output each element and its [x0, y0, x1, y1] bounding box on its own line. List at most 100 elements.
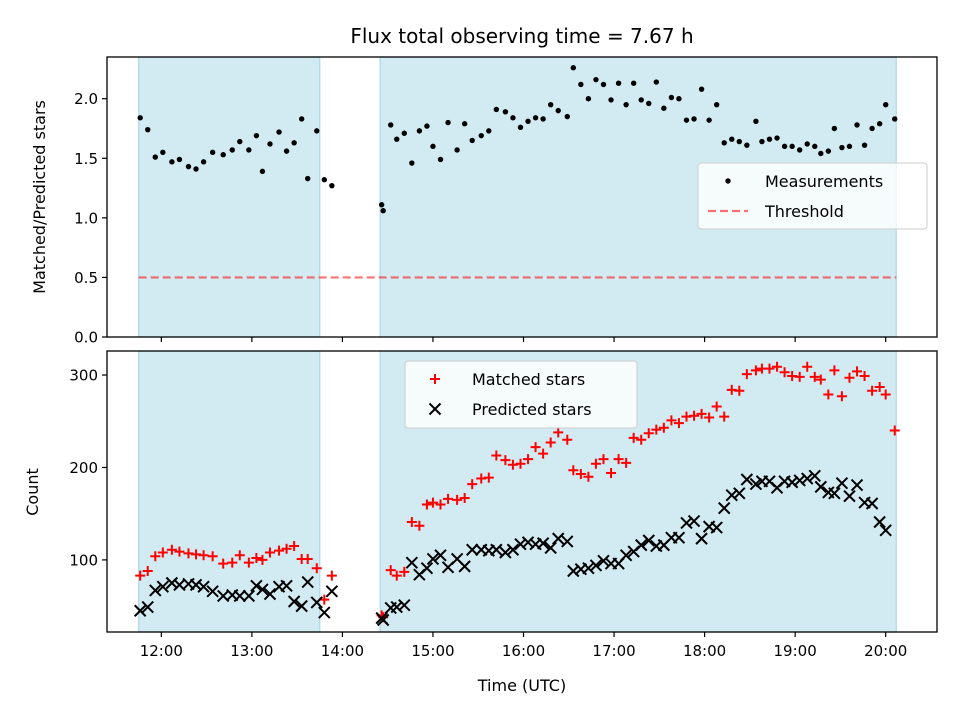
data-point-2-2-75: [749, 477, 763, 491]
data-point-1-1-1: [145, 126, 151, 133]
data-point-2-1-81: [794, 371, 805, 382]
data-point-2-2-71: [718, 501, 731, 515]
data-point-1-1-19: [291, 140, 297, 146]
data-point-1-1-36: [454, 147, 460, 153]
data-point-2-1-40: [483, 472, 494, 483]
data-point-2-1-78: [772, 361, 783, 372]
data-point-2-2-91: [865, 497, 879, 510]
data-point-2-2-72: [725, 488, 738, 502]
data-point-1-1-56: [608, 97, 614, 103]
data-point-2-2-1: [141, 600, 154, 614]
data-point-2-1-64: [666, 415, 677, 426]
data-point-2-2-50: [561, 535, 574, 548]
data-point-2-2-70: [710, 521, 723, 534]
data-point-1-1-62: [653, 79, 660, 85]
data-point-2-1-5: [174, 546, 185, 557]
data-point-2-1-50: [562, 434, 573, 445]
data-point-2-2-19: [287, 595, 301, 608]
data-point-2-1-84: [815, 374, 826, 385]
data-point-2-1-90: [859, 370, 870, 381]
data-point-1-1-67: [691, 116, 697, 122]
data-point-2-1-82: [802, 361, 813, 372]
x-tick-label: 19:00: [774, 642, 817, 660]
data-point-2-1-44: [515, 458, 526, 469]
data-point-2-2-92: [873, 515, 886, 529]
data-point-1-1-89: [854, 122, 860, 128]
data-point-2-1-34: [435, 499, 446, 510]
data-point-2-1-37: [459, 492, 470, 503]
data-point-2-1-58: [621, 457, 632, 468]
data-point-2-2-8: [197, 580, 210, 593]
data-point-1-1-31: [416, 128, 423, 134]
data-point-1-1-30: [409, 160, 415, 166]
data-point-2-1-12: [234, 550, 245, 561]
data-point-2-2-32: [420, 562, 434, 575]
data-point-1-1-73: [736, 138, 743, 145]
data-point-2-1-2: [150, 551, 161, 562]
x-tick-label: 15:00: [411, 642, 454, 660]
data-point-2-1-86: [829, 365, 840, 376]
data-point-2-1-69: [704, 412, 715, 423]
data-point-2-1-49: [553, 427, 564, 438]
data-point-2-2-0: [133, 604, 147, 617]
data-point-2-1-0: [135, 570, 146, 581]
data-point-2-2-45: [521, 536, 535, 549]
y-tick-label: 300: [69, 367, 98, 385]
data-point-1-1-59: [630, 80, 637, 86]
top-panel: 0.00.51.01.52.0 Matched/Predicted stars …: [30, 56, 938, 347]
data-point-2-2-47: [536, 537, 550, 550]
data-point-2-2-15: [256, 583, 269, 596]
y-tick-label: 0.5: [74, 269, 98, 287]
data-point-2-1-33: [427, 497, 438, 508]
y-tick-label: 1.5: [74, 150, 98, 168]
data-point-2-1-45: [523, 454, 534, 465]
data-point-2-2-20: [295, 599, 308, 613]
legend-marker: [725, 178, 731, 184]
data-point-1-1-65: [676, 96, 682, 102]
data-point-1-1-91: [869, 125, 875, 132]
legend-label: Threshold: [764, 202, 844, 221]
data-point-1-1-15: [259, 168, 266, 175]
data-point-1-1-82: [804, 141, 810, 147]
data-point-1-1-54: [593, 76, 599, 83]
data-point-1-1-12: [237, 138, 243, 145]
data-point-2-1-36: [452, 494, 463, 505]
y-tick-label: 1.0: [74, 209, 98, 227]
data-point-2-1-83: [809, 371, 820, 382]
data-point-2-1-93: [880, 389, 891, 400]
data-point-2-1-60: [636, 434, 647, 445]
x-tick-label: 13:00: [230, 642, 273, 660]
data-point-1-1-86: [831, 125, 838, 132]
legend-box: [697, 162, 928, 230]
data-point-1-1-72: [729, 136, 735, 142]
data-point-1-1-94: [892, 116, 898, 122]
data-point-2-2-86: [828, 487, 841, 500]
data-point-2-1-77: [764, 363, 775, 374]
data-point-1-1-20: [298, 116, 305, 122]
legend-marker: [430, 374, 440, 384]
data-point-2-1-59: [628, 432, 639, 443]
data-point-1-1-69: [706, 117, 712, 123]
data-point-1-1-35: [445, 119, 451, 126]
data-point-2-2-2: [149, 584, 162, 597]
data-point-2-2-30: [405, 556, 419, 569]
data-point-1-1-83: [812, 143, 818, 150]
top-y-axis-label: Matched/Predicted stars: [30, 100, 49, 294]
y-tick-label: 200: [69, 459, 98, 477]
data-point-2-2-88: [843, 489, 856, 503]
data-point-1-1-75: [753, 118, 759, 125]
data-point-1-1-44: [517, 124, 524, 130]
data-point-1-1-25: [378, 202, 385, 208]
observing-interval-1: [138, 56, 321, 338]
data-point-1-1-74: [744, 142, 750, 148]
data-point-1-1-23: [321, 177, 328, 183]
data-point-2-1-75: [750, 365, 761, 376]
data-point-1-1-5: [176, 156, 183, 163]
data-point-2-1-27: [385, 565, 396, 576]
data-point-1-1-11: [229, 147, 235, 153]
data-point-2-2-28: [390, 600, 403, 614]
data-point-2-1-54: [590, 458, 601, 469]
data-point-1-1-53: [585, 96, 592, 102]
data-point-1-1-45: [525, 118, 531, 125]
data-point-2-1-68: [696, 408, 707, 419]
